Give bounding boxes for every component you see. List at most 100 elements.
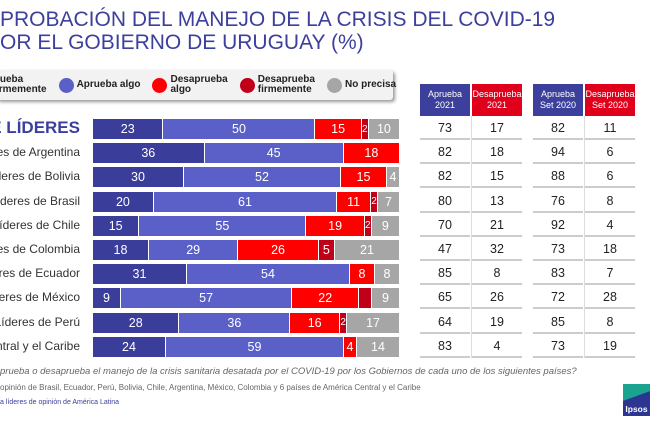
bar-segment-no-precisa: 21 <box>334 240 400 260</box>
data-label: 9 <box>382 291 389 306</box>
table-cell: 82 <box>420 166 470 189</box>
bar-segment-aprueba-algo: 36 <box>179 312 291 333</box>
stacked-bar: 24 59 4 14 <box>93 336 400 357</box>
bar-segment-aprueba-algo: 59 <box>166 336 344 357</box>
stacked-bar: 15 55 19 2 9 <box>93 215 400 236</box>
table-header: Aprueba Set 2020 <box>533 84 583 116</box>
legend: rueba irmemente Aprueba algo Desaprueba al… <box>0 70 396 100</box>
data-label: 55 <box>215 218 230 233</box>
title-line-2: OR EL GOBIERNO DE URUGUAY (%) <box>0 31 364 54</box>
table-divider <box>584 116 585 358</box>
bar-segment-aprueba-algo: 61 <box>153 191 338 212</box>
table-cell: 8 <box>585 312 635 334</box>
bar-row: Líderes de México 9 57 22 9 <box>0 288 400 309</box>
category-label: Líderes de Perú <box>0 314 80 329</box>
data-label: 19 <box>328 218 343 233</box>
table-cell: 15 <box>472 166 522 189</box>
table-cell: 19 <box>472 312 522 334</box>
bar-segment-desaprueba-algo: 15 <box>341 167 387 188</box>
table-cell: 85 <box>533 312 583 334</box>
table-cell: 11 <box>585 118 635 140</box>
bar-row: eres de Colombia 18 29 26 5 21 <box>0 240 400 260</box>
table-cell: 83 <box>420 336 470 358</box>
sample-note: opinión de Brasil, Ecuador, Perú, Bolivi… <box>0 383 421 392</box>
data-label: 15 <box>356 170 371 185</box>
data-label: 9 <box>381 218 389 233</box>
data-label: 20 <box>115 194 130 209</box>
bar-segment-aprueba-firmemente: 18 <box>93 240 149 260</box>
bar-segment-desaprueba-firmemente <box>359 288 373 309</box>
data-label: 54 <box>261 267 275 282</box>
category-label: Líderes de Bolivia <box>0 169 80 184</box>
table-cell: 28 <box>585 287 635 310</box>
data-label: 8 <box>358 267 366 282</box>
data-label: 22 <box>318 291 333 306</box>
bar-segment-aprueba-firmemente: 20 <box>93 191 154 212</box>
data-label: 23 <box>120 122 135 136</box>
table-cell: 83 <box>533 263 583 286</box>
data-label: 15 <box>331 122 346 136</box>
category-label: Líderes de México <box>0 290 80 305</box>
data-label: 4 <box>389 170 397 185</box>
data-label: 2 <box>371 196 377 208</box>
table-cell: 73 <box>533 239 583 261</box>
data-label: 8 <box>383 267 391 282</box>
bar-segment-aprueba-algo: 29 <box>148 240 239 260</box>
bar-segment-aprueba-firmemente: 30 <box>93 167 184 188</box>
legend-label: Aprueba algo <box>76 79 141 90</box>
table-cell: 47 <box>420 239 470 261</box>
bar-segment-aprueba-firmemente: 28 <box>93 312 180 333</box>
bar-segment-aprueba-algo: 54 <box>187 264 350 285</box>
bar-segment-no-precisa: 7 <box>378 191 400 212</box>
data-label: 2 <box>340 317 346 329</box>
legend-swatch <box>239 77 255 93</box>
data-label: 11 <box>347 194 361 209</box>
data-label: 29 <box>186 243 201 257</box>
bar-segment-aprueba-algo: 55 <box>139 215 307 236</box>
table-cell: 17 <box>472 118 522 140</box>
category-label: ideres de Argentina <box>0 145 80 160</box>
data-label: 31 <box>132 267 147 282</box>
stacked-bar: 31 54 8 8 <box>93 264 400 285</box>
data-label: 50 <box>232 122 246 136</box>
data-label: 10 <box>376 122 391 136</box>
bar-segment-desaprueba-firmemente: 2 <box>361 119 369 139</box>
table-cell: 18 <box>585 239 635 261</box>
legend-label: Desaprueba firmemente <box>257 74 315 95</box>
bar-segment-aprueba-firmemente: 23 <box>93 119 164 139</box>
bar-segment-no-precisa: 9 <box>372 288 400 309</box>
category-label: E LÍDERES <box>0 118 80 137</box>
legend-item-aprueba-firmemente: rueba irmemente <box>0 75 47 95</box>
bar-segment-desaprueba-algo: 11 <box>337 191 372 212</box>
bar-segment-desaprueba-algo: 15 <box>315 119 362 139</box>
table-cell: 94 <box>533 142 583 165</box>
table-cell: 13 <box>472 191 522 213</box>
bar-row: deres de Ecuador 31 54 8 8 <box>0 264 400 285</box>
table-cell: 6 <box>585 166 635 189</box>
data-label: 7 <box>385 194 392 209</box>
bar-row: Líderes de Brasil 20 61 11 27 <box>0 191 400 212</box>
bar-segment-aprueba-firmemente: 15 <box>93 215 140 236</box>
bar-row: ideres de Argentina 36 45 18 <box>0 143 400 164</box>
table-cell: 73 <box>533 336 583 358</box>
data-label: 2 <box>361 123 368 135</box>
data-label: 16 <box>307 315 322 330</box>
data-label: 36 <box>227 315 242 330</box>
bar-row: Líderes de Chile 15 55 19 2 9 <box>0 215 400 236</box>
base-note: a líderes de opinión de América Latina <box>0 399 120 406</box>
table-cell: 26 <box>472 287 522 310</box>
stacked-bar: 9 57 22 9 <box>93 288 400 309</box>
legend-item-aprueba-algo: Aprueba algo <box>58 77 141 93</box>
bar-segment-desaprueba-algo: 16 <box>290 312 341 333</box>
question-note: prueba o desaprueba el manejo de la cris… <box>0 366 577 377</box>
data-label: 21 <box>360 243 374 257</box>
bar-segment-aprueba-algo: 52 <box>184 167 341 188</box>
data-label: 26 <box>271 243 285 257</box>
legend-item-desaprueba-firmemente: Desaprueba firmemente <box>239 74 315 95</box>
bar-row: E LÍDERES 23 50 15 2 10 <box>0 118 400 139</box>
data-label: 14 <box>371 339 385 354</box>
bar-segment-no-precisa: 17 <box>347 312 400 333</box>
data-label: 61 <box>238 194 252 209</box>
bar-segment-desaprueba-algo: 22 <box>292 288 360 309</box>
table-cell: 85 <box>420 263 470 286</box>
